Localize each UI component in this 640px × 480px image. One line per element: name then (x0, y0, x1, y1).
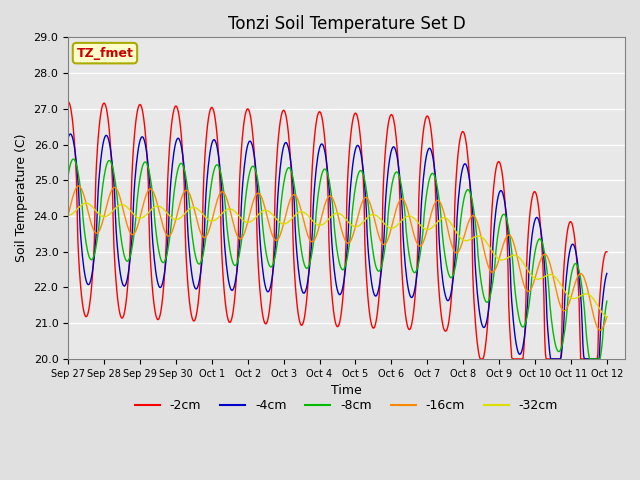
-16cm (213, 197, 221, 203)
-8cm (404, 240, 412, 246)
-2cm (129, 147, 137, 153)
-32cm (213, 216, 221, 221)
-4cm (419, 177, 427, 182)
Line: -16cm: -16cm (68, 186, 607, 330)
Text: TZ_fmet: TZ_fmet (77, 47, 133, 60)
-2cm (184, 284, 192, 289)
-32cm (603, 314, 611, 320)
-16cm (64, 212, 72, 218)
-16cm (185, 190, 193, 195)
X-axis label: Time: Time (331, 384, 362, 397)
-4cm (64, 135, 72, 141)
-8cm (131, 231, 138, 237)
-2cm (419, 135, 426, 141)
-4cm (404, 282, 412, 288)
-32cm (64, 213, 72, 218)
Line: -2cm: -2cm (68, 102, 607, 359)
-8cm (185, 195, 193, 201)
-32cm (83, 200, 90, 206)
-16cm (404, 207, 412, 213)
-32cm (185, 207, 193, 213)
-16cm (131, 231, 138, 237)
-2cm (403, 320, 411, 326)
-2cm (74, 238, 82, 244)
-2cm (476, 356, 484, 362)
Legend: -2cm, -4cm, -8cm, -16cm, -32cm: -2cm, -4cm, -8cm, -16cm, -32cm (130, 394, 563, 417)
-4cm (603, 271, 611, 276)
-8cm (64, 172, 72, 178)
-8cm (213, 162, 221, 168)
-2cm (603, 249, 611, 254)
-8cm (75, 173, 83, 179)
-4cm (75, 189, 83, 194)
-4cm (547, 356, 554, 362)
-4cm (185, 242, 193, 248)
-32cm (404, 213, 412, 219)
-2cm (64, 99, 72, 105)
-16cm (74, 183, 82, 189)
-8cm (603, 298, 611, 304)
-16cm (596, 327, 604, 333)
Y-axis label: Soil Temperature (C): Soil Temperature (C) (15, 134, 28, 263)
-32cm (419, 225, 427, 231)
-2cm (212, 127, 220, 132)
-8cm (586, 356, 593, 362)
-16cm (75, 183, 83, 189)
-32cm (74, 205, 82, 211)
-8cm (70, 156, 77, 162)
Line: -32cm: -32cm (68, 203, 607, 317)
Line: -8cm: -8cm (68, 159, 607, 359)
Line: -4cm: -4cm (68, 134, 607, 359)
-4cm (67, 131, 74, 137)
-4cm (131, 189, 138, 195)
-8cm (419, 224, 427, 230)
-4cm (213, 145, 221, 151)
-16cm (419, 239, 427, 245)
-32cm (131, 212, 138, 217)
-16cm (603, 314, 611, 320)
Title: Tonzi Soil Temperature Set D: Tonzi Soil Temperature Set D (228, 15, 465, 33)
